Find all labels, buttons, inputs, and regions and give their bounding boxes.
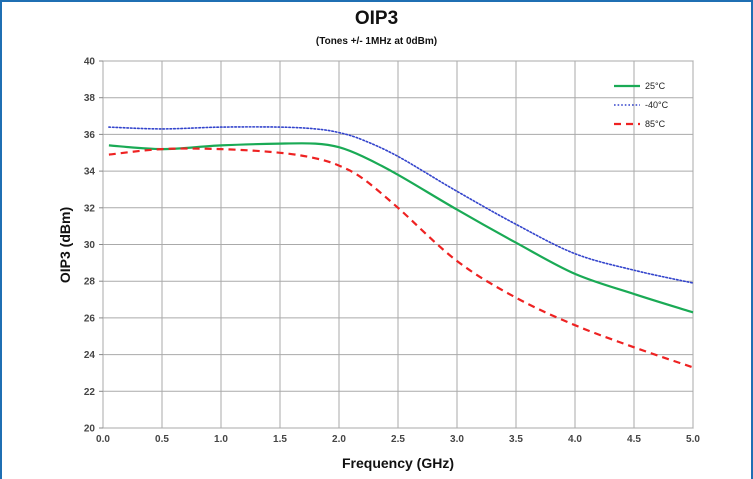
y-tick-label: 28	[84, 277, 96, 288]
y-tick-label: 26	[84, 313, 96, 324]
x-tick-label: 5.0	[686, 434, 700, 445]
x-axis-label: Frequency (GHz)	[342, 455, 454, 471]
series-line-1	[108, 142, 694, 314]
y-tick-label: 38	[84, 93, 96, 104]
y-axis-label: OIP3 (dBm)	[57, 207, 73, 283]
x-tick-label: 0.0	[96, 434, 110, 445]
grid	[99, 60, 694, 429]
y-tick-labels: 20 22 24 26 28 30 32 34 36 38 40	[84, 57, 96, 435]
y-tick-label: 24	[84, 350, 96, 361]
series-lines	[108, 126, 694, 369]
y-tick-label: 20	[84, 424, 96, 435]
y-tick-label: 22	[84, 387, 96, 398]
series-line-2	[108, 126, 694, 284]
chart-subtitle: (Tones +/- 1MHz at 0dBm)	[315, 36, 438, 47]
x-tick-label: 4.0	[568, 434, 582, 445]
legend: 25°C -40°C 85°C	[614, 81, 669, 129]
y-tick-label: 30	[84, 240, 96, 251]
x-tick-label: 3.0	[450, 434, 464, 445]
x-tick-labels: 0.0 0.5 1.0 1.5 2.0 2.5 3.0 3.5 4.0 4.5 5.0	[96, 434, 700, 445]
x-tick-label: 0.5	[155, 434, 169, 445]
x-tick-label: 2.5	[391, 434, 405, 445]
x-tick-label: 3.5	[509, 434, 523, 445]
series-line-3	[108, 147, 694, 369]
x-tick-label: 2.0	[332, 434, 346, 445]
legend-label-3: 85°C	[645, 119, 666, 129]
y-tick-label: 40	[84, 57, 96, 68]
legend-label-2: -40°C	[645, 100, 669, 110]
x-tick-label: 1.5	[273, 434, 287, 445]
y-tick-label: 32	[84, 203, 96, 214]
x-tick-label: 4.5	[627, 434, 641, 445]
chart-title: OIP3	[354, 8, 399, 29]
x-tick-label: 1.0	[214, 434, 228, 445]
legend-label-1: 25°C	[645, 81, 666, 91]
y-tick-label: 36	[84, 130, 96, 141]
y-tick-label: 34	[84, 167, 96, 178]
